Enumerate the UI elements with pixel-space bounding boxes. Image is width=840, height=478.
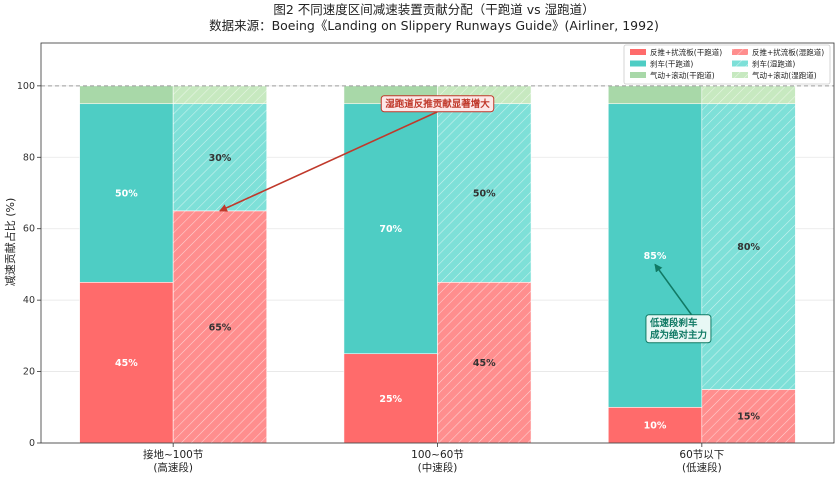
segment-value-label: 30% [209,153,232,164]
segment-value-label: 45% [115,358,138,369]
segment-value-label: 80% [737,242,760,253]
y-tick-label: 80 [23,152,35,163]
legend-swatch-hatch [732,60,748,67]
bar-hatch [173,85,267,104]
x-tick-label: 60节以下 [679,449,724,461]
y-tick-label: 60 [23,224,35,235]
y-tick-label: 100 [17,81,35,92]
legend-label: 反推+扰流板(干跑道) [650,47,722,57]
segment-value-label: 50% [473,189,496,200]
y-tick-label: 40 [23,295,35,306]
x-tick-label: 100~60节 [411,449,464,461]
bars [79,85,796,444]
legend-label: 刹车(湿跑道) [752,59,795,69]
segment-value-label: 85% [644,251,667,262]
segment-value-label: 70% [379,224,402,235]
bar-dry-reverse [343,353,438,444]
y-tick-label: 20 [23,367,35,378]
annotation-box [645,314,712,344]
y-axis-label: 减速贡献占比 (%) [3,198,17,287]
x-ticks: 接地~100节(高速段) 100~60节(中速段) 60节以下(低速段) [143,443,724,474]
x-tick-label: (中速段) [418,461,458,474]
legend-label: 气动+滚动(干跑道) [650,70,715,80]
chart-subtitle: 数据来源：Boeing《Landing on Slippery Runways … [209,18,659,33]
legend: 反推+扰流板(干跑道) 刹车(干跑道)气动+滚动(干跑道) 反推+扰流板(湿跑道) 刹… [623,44,831,85]
y-ticks: 0 20 40 60 80 100 [17,81,41,449]
x-tick-label: (低速段) [682,461,722,474]
annotation-text: 低速段刹车 [649,317,698,329]
legend-swatch [630,60,646,67]
bar-hatch [701,103,796,390]
annotation-text: 成为绝对主力 [650,329,707,341]
annotation-arrow [219,110,438,212]
bar-dry-aero [79,85,174,105]
bar-dry-reverse [79,281,174,444]
segment-labels: 45% 50% 25% 70% 10% 85% 65% 30% 45% 50% 15% 80% [115,153,760,432]
chart-title: 图2 不同速度区间减速装置贡献分配（干跑道 vs 湿跑道） [273,2,594,17]
x-tick-label: 接地~100节 [143,448,203,461]
legend-swatch [630,72,646,78]
legend-swatch [630,49,646,55]
segment-value-label: 15% [737,412,760,423]
annotation-box [380,95,495,113]
segment-value-label: 25% [379,394,402,405]
bar-dry-aero [607,85,703,105]
legend-label: 气动+滚动(湿跑道) [752,70,817,80]
annotation-text: 湿跑道反推贡献显著增大 [385,98,490,110]
segment-value-label: 65% [209,322,232,333]
bar-hatch [173,210,267,443]
x-tick-label: (高速段) [153,461,193,474]
segment-value-label: 50% [115,189,138,200]
segment-value-label: 10% [644,421,667,432]
legend-swatch-hatch [732,72,748,78]
legend-label: 刹车(干跑道) [650,59,693,69]
legend-swatch-hatch [732,49,748,55]
bar-dry-brake [607,103,703,408]
bar-hatch [701,85,796,104]
bar-hatch [701,389,796,443]
bar-hatch [437,282,532,443]
annotation-arrow [654,263,693,316]
legend-frame [623,44,831,85]
bar-hatch [173,103,267,211]
bar-hatch [437,103,532,283]
y-tick-label: 0 [29,438,35,449]
segment-value-label: 45% [473,358,496,369]
legend-label: 反推+扰流板(湿跑道) [752,47,824,57]
